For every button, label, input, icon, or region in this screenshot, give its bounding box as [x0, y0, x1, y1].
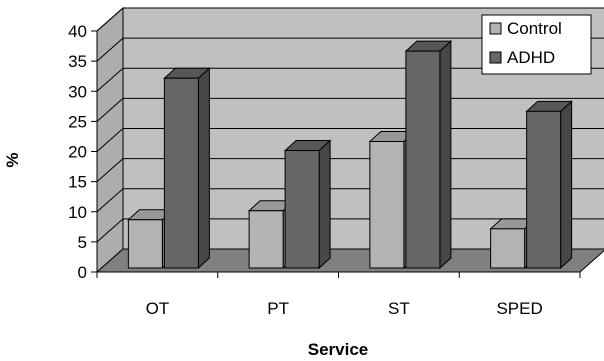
y-tick-label: 0: [78, 263, 87, 282]
bar-front: [163, 77, 199, 269]
bar-adhd-ot: [163, 67, 211, 270]
y-tick-label: 40: [68, 22, 87, 41]
bar-side: [439, 39, 452, 270]
y-tick-label: 35: [68, 52, 87, 71]
y-tick-labels: 0 5 10 15 20 25 30 35 40: [68, 22, 87, 282]
bar-adhd-sped: [525, 100, 573, 270]
legend: Control ADHD: [481, 14, 592, 75]
legend-swatch-control: [489, 22, 502, 35]
bar-side: [197, 67, 210, 270]
bar-front: [127, 219, 163, 269]
y-tick-label: 15: [68, 173, 87, 192]
y-tick-label: 10: [68, 203, 87, 222]
bar-side: [560, 100, 573, 270]
y-axis-title: %: [3, 152, 22, 167]
bars: [127, 39, 573, 270]
legend-label-control: Control: [507, 19, 562, 38]
y-tick-label: 30: [68, 82, 87, 101]
bar-front: [526, 110, 562, 269]
bar-side: [318, 139, 331, 270]
x-axis-title: Service: [308, 340, 369, 359]
y-tick-label: 20: [68, 143, 87, 162]
bar-front: [248, 210, 284, 269]
bar-front: [284, 150, 320, 269]
legend-label-adhd: ADHD: [507, 48, 555, 67]
gridline: [96, 37, 604, 62]
y-tick-label: 5: [78, 233, 87, 252]
bar-adhd-pt: [283, 139, 332, 270]
legend-swatch-adhd: [489, 51, 502, 64]
bar-front: [369, 140, 405, 269]
bar-control-sped: [489, 217, 537, 270]
gridline: [96, 7, 604, 32]
axes: [91, 30, 581, 278]
bar-front: [405, 50, 441, 269]
x-tick-label: PT: [267, 299, 289, 318]
x-tick-labels: OT PT ST SPED: [146, 299, 543, 318]
bar-adhd-st: [404, 39, 453, 270]
x-tick-label: ST: [388, 299, 410, 318]
x-tick-label: OT: [146, 299, 170, 318]
x-tick-label: SPED: [496, 299, 542, 318]
y-tick-label: 25: [68, 112, 87, 131]
bar-front: [490, 228, 526, 269]
